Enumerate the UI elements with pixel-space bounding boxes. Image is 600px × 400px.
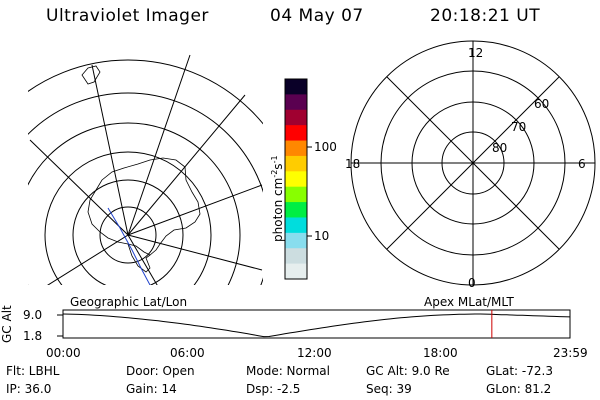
timeline-ymin-label: 1.8: [23, 329, 43, 343]
colorbar-segment: [285, 155, 307, 172]
mlt-label-12: 12: [468, 46, 484, 60]
colorbar-segment: [285, 94, 307, 111]
geo-meridian-6: [127, 234, 158, 285]
continent-fragment: [81, 65, 101, 85]
geo-lat-circle-5: [28, 92, 263, 285]
geo-meridian-8: [29, 139, 129, 236]
mlt-label-6: 6: [578, 157, 586, 171]
colorbar-segment: [285, 263, 307, 280]
geo-meridian-3: [127, 94, 246, 236]
colorbar-segment: [285, 202, 307, 218]
mlt-line-diag-2: [386, 76, 560, 250]
info-glon: GLon: 81.2: [486, 382, 552, 396]
colorbar-segment: [285, 109, 307, 126]
info-ip: IP: 36.0: [6, 382, 52, 396]
geo-lat-circle-4: [28, 122, 241, 285]
colorbar-segment: [285, 125, 307, 142]
geo-meridian-7: [47, 234, 129, 285]
magnetic-polar-plot: [350, 40, 596, 286]
colorbar-label-10: 10: [314, 229, 330, 243]
info-gc-alt: GC Alt: 9.0 Re: [366, 364, 450, 378]
unit-base: photon cm: [271, 177, 285, 242]
mlt-label-0: 0: [468, 276, 476, 290]
timeline-tick-0600: 06:00: [170, 346, 205, 360]
colorbar-segment: [285, 232, 307, 249]
colorbar-unit-label: photon cm-2s-1: [270, 155, 285, 242]
observation-date: 04 May 07: [270, 6, 364, 26]
geographic-map: [28, 54, 263, 285]
geo-lat-circle-3: [44, 151, 212, 285]
info-mode: Mode: Normal: [246, 364, 330, 378]
info-door: Door: Open: [126, 364, 195, 378]
mlt-label-18: 18: [345, 157, 361, 171]
colorbar-segment: [285, 186, 307, 203]
gc-altitude-curve: [62, 313, 571, 338]
instrument-title: Ultraviolet Imager: [46, 6, 209, 26]
mlat-label-80: 80: [492, 141, 508, 155]
peninsula-coastline: [127, 243, 151, 273]
unit-mid: s: [271, 163, 285, 170]
mlat-label-60: 60: [534, 97, 550, 111]
apex-caption: Apex MLat/MLT: [424, 295, 514, 309]
geo-meridian-5: [127, 234, 263, 271]
antarctica-coastline: [87, 157, 201, 256]
timeline-tick-2359: 23:59: [553, 346, 588, 360]
info-gain: Gain: 14: [126, 382, 177, 396]
info-dsp: Dsp: -2.5: [246, 382, 301, 396]
timeline-tick-1200: 12:00: [297, 346, 332, 360]
colorbar-label-100: 100: [314, 140, 337, 154]
timeline-tick-0000: 00:00: [46, 346, 81, 360]
colorbar-segment: [285, 171, 307, 188]
colorbar-segment: [285, 248, 307, 265]
timeline-plot: [57, 309, 571, 339]
colorbar-frame: [284, 78, 308, 280]
colorbar-segment: [285, 217, 307, 234]
info-filter: Flt: LBHL: [6, 364, 60, 378]
timeline-frame: [62, 309, 571, 339]
geo-meridian-1: [91, 64, 129, 236]
timeline-ylabel: GC Alt: [0, 305, 14, 343]
geo-meridian-2: [127, 54, 191, 236]
geo-lat-circle-6: [28, 59, 263, 125]
unit-sup-2: -1: [270, 155, 279, 164]
geographic-caption: Geographic Lat/Lon: [70, 295, 188, 309]
colorbar: [285, 79, 307, 280]
observation-time: 20:18:21 UT: [430, 6, 541, 26]
colorbar-segment: [285, 79, 307, 95]
unit-sup-1: -2: [270, 169, 279, 178]
colorbar-segment: [285, 140, 307, 157]
timeline-tick-1800: 18:00: [423, 346, 458, 360]
info-glat: GLat: -72.3: [486, 364, 553, 378]
info-seq: Seq: 39: [366, 382, 412, 396]
timeline-ymax-label: 9.0: [23, 308, 43, 322]
geo-meridian-4: [127, 184, 263, 236]
orbit-track-blue: [107, 207, 151, 285]
mlat-label-70: 70: [511, 120, 527, 134]
geo-lat-circle-2: [72, 179, 184, 285]
geo-lat-circle-1: [99, 206, 157, 264]
